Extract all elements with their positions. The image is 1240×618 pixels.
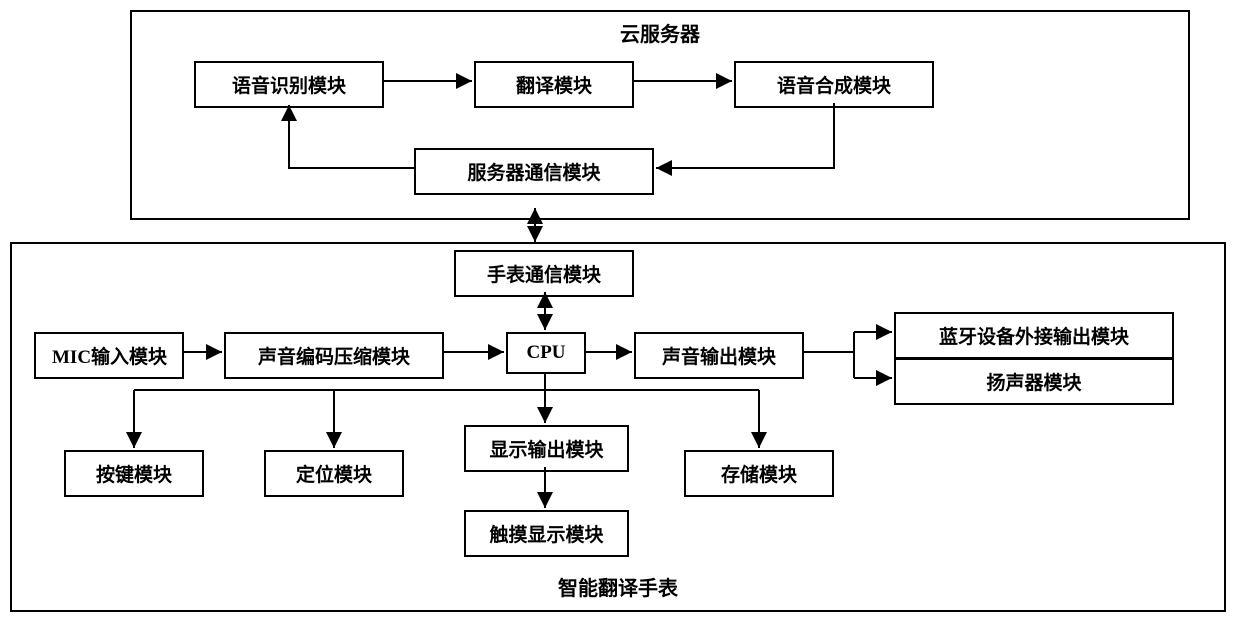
bluetooth-output-box: 蓝牙设备外接输出模块 [894,312,1174,359]
watch-title: 智能翻译手表 [24,572,1212,601]
translate-box: 翻译模块 [474,61,634,108]
audio-encode-box: 声音编码压缩模块 [224,332,444,379]
speech-recognition-box: 语音识别模块 [194,61,384,108]
cloud-server-container: 云服务器 语音识别模块 翻译模块 语音合成模块 服务器通信模块 [130,10,1190,220]
speaker-box: 扬声器模块 [894,358,1174,405]
watch-comm-box: 手表通信模块 [454,250,634,297]
touch-display-box: 触摸显示模块 [464,510,629,557]
server-comm-box: 服务器通信模块 [414,148,654,195]
storage-box: 存储模块 [684,450,834,497]
cloud-title: 云服务器 [144,18,1176,47]
inter-connector [10,206,1226,244]
gps-module-box: 定位模块 [264,450,404,497]
audio-output-box: 声音输出模块 [634,332,804,379]
watch-container: 手表通信模块 MIC输入模块 声音编码压缩模块 CPU 声音输出模块 蓝牙设备外… [10,242,1226,612]
button-module-box: 按键模块 [64,450,204,497]
display-output-box: 显示输出模块 [464,425,629,472]
cpu-box: CPU [506,332,586,374]
mic-input-box: MIC输入模块 [34,332,184,379]
speech-synthesis-box: 语音合成模块 [734,61,934,108]
